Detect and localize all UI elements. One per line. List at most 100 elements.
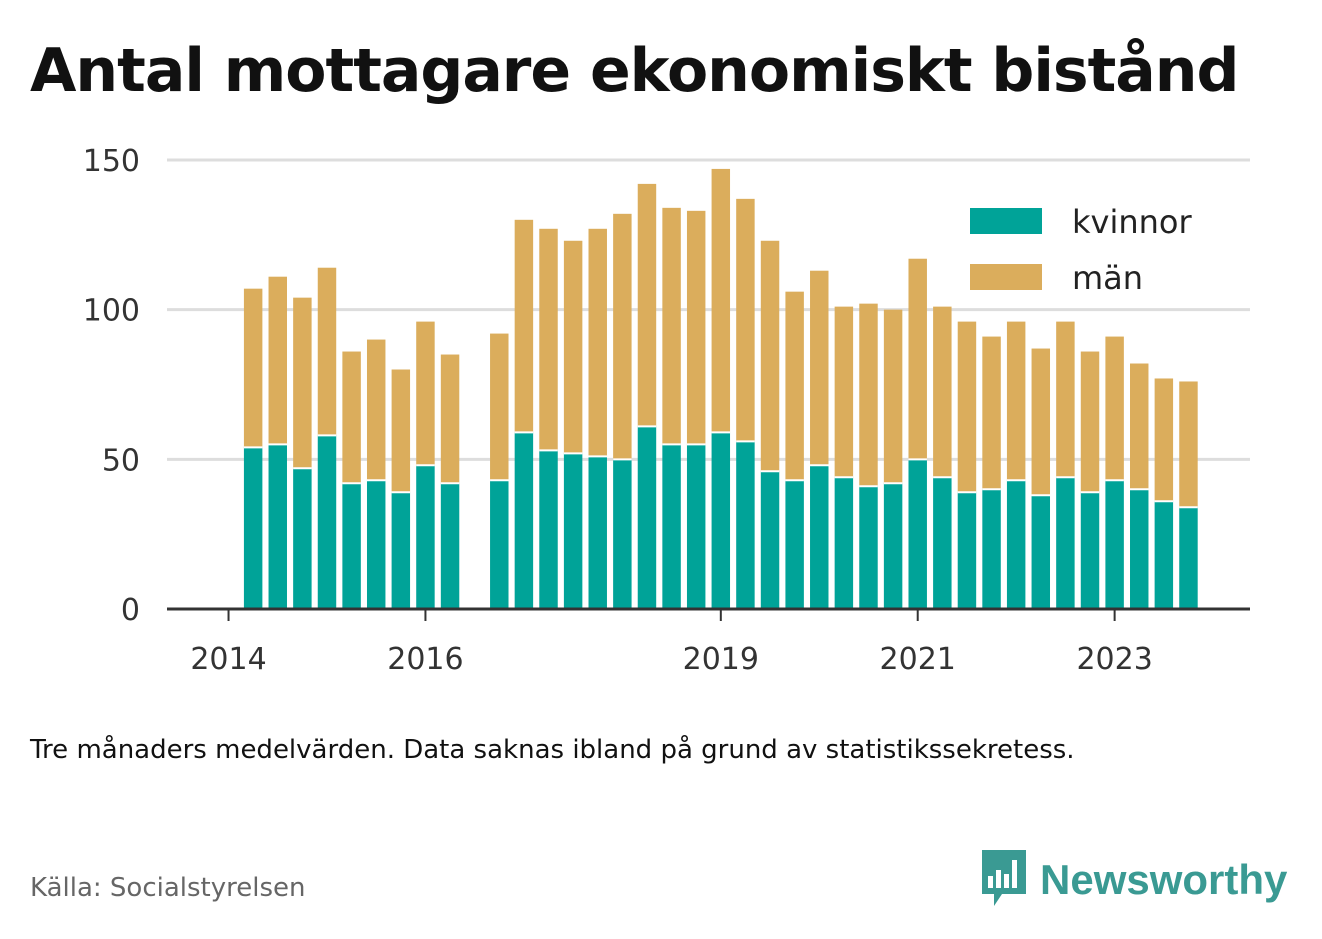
- bar-kvinnor: [1080, 492, 1100, 609]
- bar-kvinnor: [662, 444, 681, 609]
- bar-kvinnor: [883, 483, 903, 609]
- y-tick-label: 50: [102, 443, 140, 478]
- y-tick-label: 100: [83, 294, 140, 329]
- bar-kvinnor: [686, 444, 706, 609]
- chart-note: Tre månaders medelvärden. Data saknas ib…: [30, 735, 1075, 765]
- bar-man: [243, 288, 263, 448]
- bar-kvinnor: [268, 444, 287, 609]
- stacked-bar-chart: 2014 2016 2019 2021 2023 0 50 100 150 kvinnor m…: [83, 144, 1250, 677]
- y-tick-label: 0: [121, 593, 140, 628]
- bar-man: [662, 207, 681, 445]
- bar-man: [686, 210, 706, 445]
- x-tick-label: 2016: [387, 642, 463, 677]
- bar-kvinnor: [563, 453, 583, 609]
- bar-kvinnor: [342, 483, 361, 609]
- bar-kvinnor: [514, 432, 534, 609]
- bar-kvinnor: [366, 480, 386, 609]
- bar-kvinnor: [391, 492, 411, 609]
- bar-man: [1056, 321, 1075, 478]
- bar-man: [957, 321, 977, 493]
- bar-man: [908, 258, 927, 460]
- bar-man: [514, 219, 534, 433]
- bar-man: [391, 369, 411, 493]
- bar-man: [785, 291, 804, 481]
- bar-kvinnor: [859, 486, 878, 609]
- legend: kvinnor män: [970, 203, 1193, 297]
- legend-label-man: män: [1072, 259, 1143, 297]
- bar-kvinnor: [539, 450, 558, 609]
- bar-kvinnor: [588, 456, 607, 609]
- bar-man: [933, 306, 952, 478]
- bar-man: [1130, 363, 1149, 490]
- bar-kvinnor: [490, 480, 509, 609]
- bar-man: [416, 321, 435, 466]
- bar-man: [834, 306, 854, 478]
- bar-man: [1154, 378, 1174, 502]
- bar-kvinnor: [982, 489, 1001, 609]
- bar-kvinnor: [1006, 480, 1026, 609]
- x-tick-label: 2021: [880, 642, 956, 677]
- bar-man: [613, 213, 632, 460]
- bar-kvinnor: [785, 480, 804, 609]
- x-axis-ticks: 2014 2016 2019 2021 2023: [190, 609, 1153, 677]
- bar-kvinnor: [1154, 501, 1174, 609]
- bar-man: [736, 198, 755, 442]
- bar-man: [317, 267, 337, 436]
- bar-man: [563, 240, 583, 454]
- bar-man: [1179, 381, 1198, 508]
- bar-man: [982, 336, 1001, 490]
- bar-kvinnor: [416, 465, 435, 609]
- y-axis-ticks: 0 50 100 150: [83, 144, 140, 628]
- bar-man: [1031, 348, 1051, 496]
- bar-man: [490, 333, 509, 481]
- bar-kvinnor: [1130, 489, 1149, 609]
- bar-man: [440, 354, 460, 484]
- bar-man: [588, 228, 607, 457]
- bar-kvinnor: [440, 483, 460, 609]
- bar-kvinnor: [637, 426, 657, 609]
- bar-man: [760, 240, 780, 472]
- bar-kvinnor: [293, 468, 312, 609]
- bar-kvinnor: [908, 459, 927, 609]
- bar-kvinnor: [834, 477, 854, 609]
- bar-man: [293, 297, 312, 469]
- chart-title: Antal mottagare ekonomiskt bistånd: [30, 36, 1239, 106]
- bar-kvinnor: [613, 459, 632, 609]
- bar-man: [342, 351, 361, 484]
- bars: [243, 168, 1198, 609]
- bar-kvinnor: [317, 435, 337, 609]
- legend-swatch-kvinnor: [970, 208, 1042, 234]
- bar-kvinnor: [711, 432, 731, 609]
- bar-man: [637, 183, 657, 427]
- bar-kvinnor: [810, 465, 829, 609]
- y-tick-label: 150: [83, 144, 140, 179]
- bar-kvinnor: [760, 471, 780, 609]
- bar-man: [711, 168, 731, 433]
- brand-logo: Newsworthy: [980, 848, 1288, 913]
- bar-kvinnor: [243, 447, 263, 609]
- bar-man: [366, 339, 386, 481]
- bar-man: [1080, 351, 1100, 493]
- brand-chart-icon: [980, 848, 1028, 913]
- bar-man: [1006, 321, 1026, 481]
- x-tick-label: 2023: [1076, 642, 1152, 677]
- bar-man: [883, 309, 903, 484]
- x-tick-label: 2014: [190, 642, 266, 677]
- bar-man: [859, 303, 878, 487]
- bar-kvinnor: [957, 492, 977, 609]
- x-tick-label: 2019: [683, 642, 759, 677]
- legend-label-kvinnor: kvinnor: [1072, 203, 1193, 241]
- bar-kvinnor: [1031, 495, 1051, 609]
- bar-kvinnor: [1105, 480, 1124, 609]
- bar-kvinnor: [1056, 477, 1075, 609]
- legend-swatch-man: [970, 264, 1042, 290]
- source-label: Källa: Socialstyrelsen: [30, 873, 306, 903]
- bar-kvinnor: [736, 441, 755, 609]
- bar-man: [1105, 336, 1124, 481]
- bar-kvinnor: [933, 477, 952, 609]
- bar-kvinnor: [1179, 507, 1198, 609]
- bar-man: [268, 276, 287, 445]
- bar-man: [810, 270, 829, 466]
- bar-man: [539, 228, 558, 451]
- brand-name: Newsworthy: [1040, 856, 1288, 903]
